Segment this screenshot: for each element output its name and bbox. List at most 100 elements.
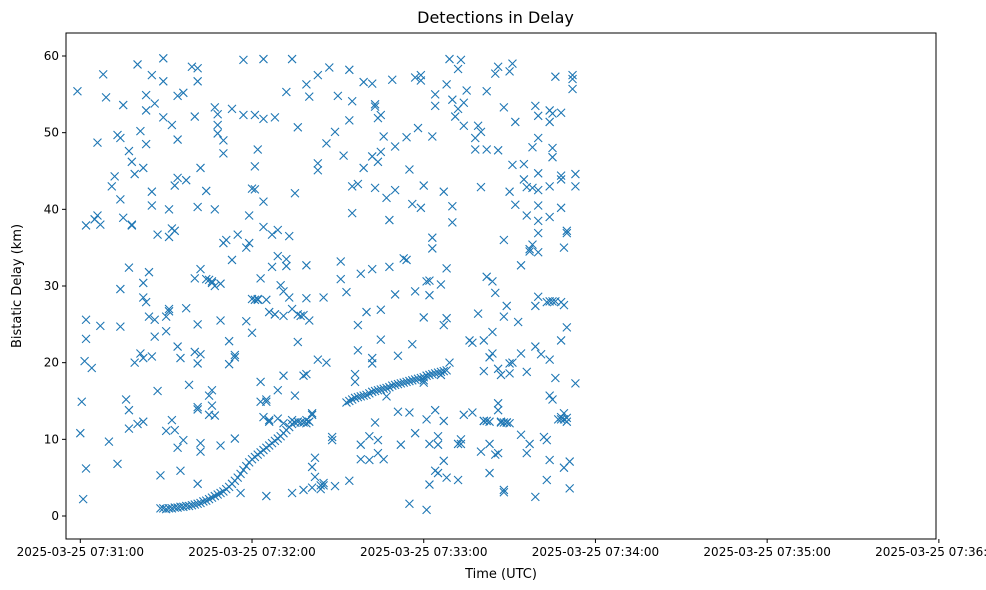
data-point-clutter <box>193 76 203 86</box>
data-point-clutter <box>327 432 337 442</box>
data-point-clutter <box>193 402 203 412</box>
data-point-clutter <box>259 412 268 422</box>
data-point-clutter <box>485 468 494 478</box>
data-point-clutter <box>373 435 383 445</box>
data-point-clutter <box>230 352 240 362</box>
data-point-clutter <box>313 70 323 80</box>
data-point-clutter <box>210 204 220 214</box>
data-point-clutter <box>571 378 580 388</box>
data-point-clutter <box>508 358 517 368</box>
data-point-clutter <box>499 485 509 495</box>
data-point-clutter <box>488 349 497 358</box>
data-point-clutter <box>147 352 157 361</box>
data-point-clutter <box>307 462 317 472</box>
data-point-clutter <box>347 181 357 191</box>
data-point-clutter <box>207 277 217 286</box>
data-point-clutter <box>350 377 360 387</box>
data-point-clutter <box>124 263 134 272</box>
data-point-clutter <box>479 366 489 376</box>
data-point-clutter <box>239 55 248 65</box>
data-point-clutter <box>273 251 283 261</box>
data-point-clutter <box>422 505 431 515</box>
data-point-clutter <box>482 272 492 282</box>
data-point-clutter <box>479 336 489 345</box>
data-point-clutter <box>81 221 91 230</box>
y-tick-label: 20 <box>44 356 59 370</box>
data-point-clutter <box>147 187 157 197</box>
data-point-clutter <box>173 443 183 453</box>
data-point-clutter <box>136 349 145 358</box>
data-point-track <box>402 377 411 387</box>
data-point-track <box>425 370 434 380</box>
data-point-clutter <box>95 321 105 331</box>
data-point-clutter <box>118 213 128 223</box>
data-point-clutter <box>393 407 403 417</box>
data-point-clutter <box>167 120 177 130</box>
data-point-clutter <box>356 454 366 464</box>
data-point-clutter <box>525 244 535 254</box>
data-point-clutter <box>296 311 306 321</box>
data-point-clutter <box>239 110 248 120</box>
data-point-clutter <box>319 480 328 490</box>
data-point-clutter <box>313 165 323 175</box>
data-point-clutter <box>93 211 102 220</box>
data-point-track <box>198 497 208 506</box>
data-point-clutter <box>164 306 174 316</box>
data-points <box>73 53 580 515</box>
data-point-clutter <box>482 86 492 96</box>
data-point-clutter <box>147 201 157 210</box>
data-point-clutter <box>313 355 323 364</box>
data-point-clutter <box>525 439 535 449</box>
data-point-clutter <box>173 91 183 101</box>
data-point-clutter <box>568 70 577 80</box>
data-point-clutter <box>173 342 183 351</box>
data-point-clutter <box>499 487 509 497</box>
data-point-clutter <box>399 254 409 263</box>
data-point-clutter <box>344 116 354 125</box>
data-point-clutter <box>279 371 288 381</box>
data-point-track <box>196 498 205 508</box>
data-point-clutter <box>261 395 271 404</box>
data-point-clutter <box>121 395 131 404</box>
data-point-clutter <box>193 405 203 414</box>
data-point-clutter <box>490 450 500 460</box>
data-point-clutter <box>384 262 394 272</box>
data-point-track <box>373 385 383 395</box>
data-point-clutter <box>453 475 463 485</box>
data-point-clutter <box>153 386 162 396</box>
data-point-clutter <box>356 440 366 450</box>
data-point-clutter <box>548 296 557 306</box>
data-point-clutter <box>307 483 317 493</box>
data-point-clutter <box>213 120 223 130</box>
data-point-clutter <box>221 235 231 245</box>
data-point-clutter <box>147 70 157 80</box>
x-axis: 2025-03-25 07:31:00 2025-03-25 07:32:00 20… <box>17 539 986 559</box>
data-point-clutter <box>141 139 151 149</box>
data-point-clutter <box>353 179 363 189</box>
data-point-clutter <box>216 441 225 450</box>
data-point-clutter <box>505 369 514 378</box>
data-point-track <box>422 371 431 381</box>
data-point-track <box>207 493 217 502</box>
data-point-clutter <box>367 359 377 368</box>
data-point-clutter <box>427 132 437 141</box>
data-point-clutter <box>133 419 142 429</box>
data-point-clutter <box>419 313 429 322</box>
data-point-track <box>350 393 360 403</box>
data-point-clutter <box>422 277 431 286</box>
data-point-clutter <box>133 60 142 69</box>
data-point-clutter <box>379 454 389 464</box>
data-point-clutter <box>508 59 517 69</box>
data-point-clutter <box>416 76 426 85</box>
x-tick-label: 2025-03-25 07:33:00 <box>360 545 487 559</box>
data-point-clutter <box>533 292 543 302</box>
data-point-clutter <box>373 157 383 167</box>
data-point-clutter <box>533 168 543 178</box>
data-point-track <box>427 369 437 379</box>
data-point-clutter <box>439 416 449 426</box>
data-point-clutter <box>433 468 443 478</box>
data-point-clutter <box>287 54 297 64</box>
data-point-track <box>353 392 363 402</box>
data-point-clutter <box>276 280 286 290</box>
data-point-clutter <box>407 199 417 209</box>
